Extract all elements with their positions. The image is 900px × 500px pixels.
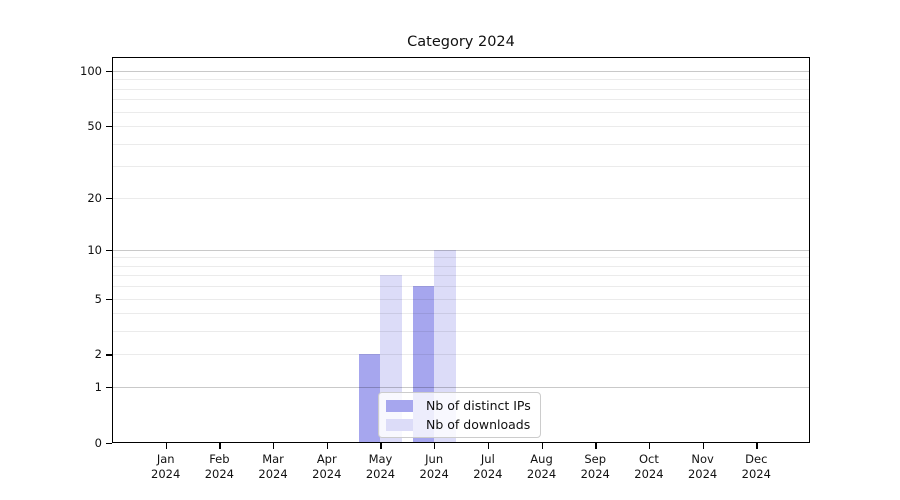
x-tick [165,443,167,449]
gridline-minor [112,88,810,90]
x-tick [219,443,221,449]
x-tick [756,443,758,449]
x-tick-label: Nov 2024 [687,452,718,481]
plot-box [112,57,810,443]
legend-label-downloads: Nb of downloads [426,417,531,432]
gridline-minor [112,79,810,81]
x-tick [434,443,436,449]
y-tick-label: 20 [87,190,102,205]
legend-swatch-distinct-ips [386,399,413,412]
x-tick-label: Jul 2024 [473,452,503,481]
y-tick [106,70,112,73]
gridline-minor [112,313,810,315]
y-tick-label: 0 [94,436,102,450]
legend: Nb of distinct IPs Nb of downloads [378,392,541,438]
legend-item-distinct-ips: Nb of distinct IPs [386,398,531,413]
y-tick-label: 50 [87,118,102,133]
gridline-minor [112,331,810,333]
gridline-major [112,249,810,251]
x-tick-label: Aug 2024 [526,452,557,481]
y-tick-label: 5 [94,291,102,306]
gridline-minor [112,166,810,168]
x-tick [380,443,382,449]
y-tick-label: 2 [94,347,102,362]
gridline-minor [112,257,810,259]
y-tick-label: 10 [87,242,102,257]
gridline-minor [112,125,810,127]
x-tick [326,443,329,449]
chart-title: Category 2024 [407,34,515,50]
legend-label-distinct-ips: Nb of distinct IPs [426,398,531,413]
x-tick [595,443,597,449]
y-tick [106,197,112,199]
gridline-minor [112,265,810,267]
x-tick-label: Oct 2024 [634,452,664,481]
x-tick [648,443,651,449]
gridline-minor [112,197,810,199]
gridline-minor [112,275,810,277]
x-tick [487,443,490,449]
gridline-minor [112,354,810,356]
gridline-minor [112,99,810,101]
legend-item-downloads: Nb of downloads [386,417,531,432]
x-tick [702,443,704,449]
x-tick-label: Jun 2024 [419,452,449,481]
x-tick-label: Apr 2024 [312,452,342,481]
y-tick [106,354,112,356]
gridline-major [112,387,810,389]
gridline-minor [112,286,810,288]
gridline-minor [112,298,810,300]
x-tick [273,443,275,449]
x-tick-label: Jan 2024 [151,452,181,481]
y-tick [106,443,112,445]
x-tick [541,443,543,449]
y-tick-label: 100 [80,63,102,78]
x-tick-label: Dec 2024 [741,452,771,481]
gridline-minor [112,111,810,113]
y-tick [106,125,112,128]
gridline-minor [112,143,810,145]
x-tick-label: Feb 2024 [204,452,235,481]
x-tick-label: Sep 2024 [580,452,610,481]
y-tick-label: 1 [94,380,102,395]
x-tick-label: Mar 2024 [258,452,288,481]
y-tick [106,387,112,389]
gridline-major [112,70,810,72]
y-tick [106,298,112,300]
y-tick [106,249,112,251]
bar-nb-of-distinct-ips-may [358,354,381,443]
x-tick-label: May 2024 [365,452,396,481]
legend-swatch-downloads [386,418,413,431]
